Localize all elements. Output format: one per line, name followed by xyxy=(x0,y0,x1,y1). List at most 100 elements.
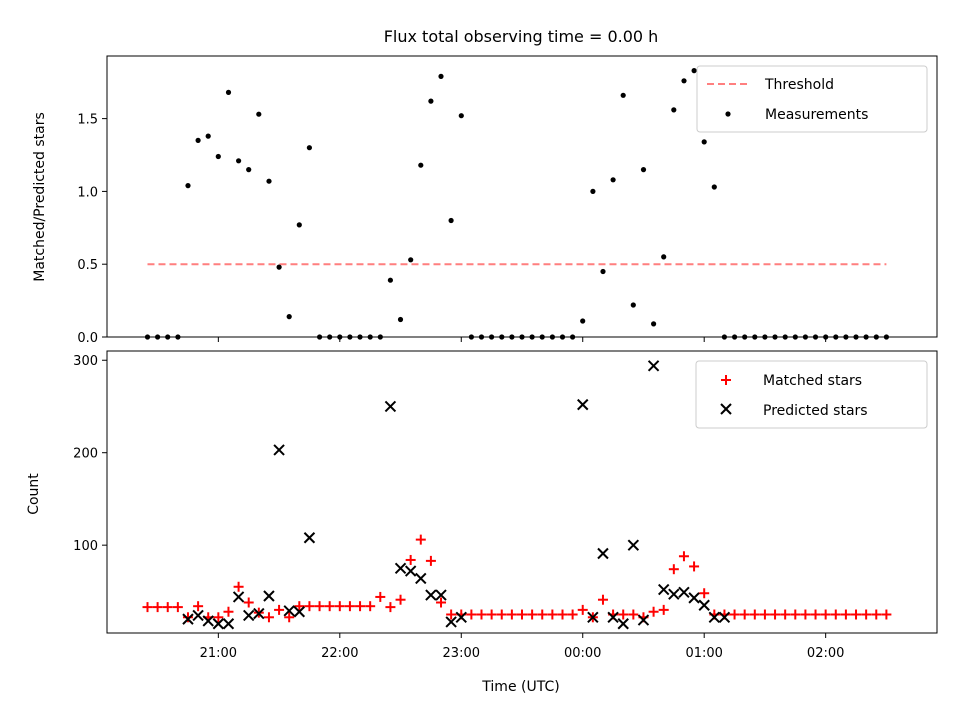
predicted-point xyxy=(293,606,306,618)
measurement-point xyxy=(661,254,667,260)
measurement-point xyxy=(701,139,707,145)
predicted-point xyxy=(404,565,417,577)
matched-point xyxy=(567,609,578,620)
predicted-point xyxy=(273,444,285,456)
matched-point xyxy=(405,554,416,565)
measurement-point xyxy=(286,314,292,320)
measurement-point xyxy=(671,107,677,113)
x-axis-ticks xyxy=(217,337,827,342)
measurement-point xyxy=(438,73,444,79)
matched-point xyxy=(436,597,447,608)
predicted-point xyxy=(202,615,214,627)
matched-point xyxy=(486,609,497,620)
matched-point xyxy=(658,604,669,615)
measurement-point xyxy=(397,316,404,323)
matched-point xyxy=(749,609,760,620)
matched-point xyxy=(537,609,548,620)
predicted-point xyxy=(212,618,225,630)
predicted-point xyxy=(637,614,650,626)
matched-point xyxy=(314,601,325,612)
matched-point xyxy=(274,604,285,615)
y-tick-label: 0.0 xyxy=(77,331,98,346)
predicted-point xyxy=(617,618,629,630)
legend-measurements-label: Measurements xyxy=(765,107,868,123)
measurement-point xyxy=(225,89,232,95)
legend-predicted-swatch xyxy=(720,403,732,415)
measurement-point xyxy=(610,177,616,183)
predicted-point xyxy=(222,618,235,630)
matched-point xyxy=(223,606,234,617)
matched-point xyxy=(557,609,568,620)
matched-point xyxy=(820,609,831,620)
predicted-point xyxy=(678,586,690,599)
measurement-point xyxy=(711,184,717,190)
measurement-point xyxy=(246,167,252,173)
measurement-point xyxy=(600,268,606,275)
measurement-point xyxy=(256,111,262,117)
matched-point xyxy=(547,609,558,620)
matched-point xyxy=(699,588,710,599)
measurement-point xyxy=(651,321,657,327)
matched-point xyxy=(739,609,750,620)
y-tick-label: 1.5 xyxy=(77,113,98,128)
matched-point xyxy=(597,594,608,605)
legend: Threshold Measurements xyxy=(696,65,928,133)
measurement-point xyxy=(195,137,201,143)
count-panel: 100 200 300 21:00 22:00 23:00 00:00 01:00 02:00… xyxy=(26,350,938,695)
predicted-point xyxy=(425,589,437,601)
predicted-point xyxy=(303,532,316,544)
measurement-point xyxy=(418,162,424,168)
measurement-point xyxy=(580,318,586,324)
matched-point xyxy=(375,591,386,602)
predicted-point xyxy=(708,611,721,623)
predicted-point xyxy=(607,611,619,623)
y-axis-ticks: 100 200 300 xyxy=(73,354,107,554)
measurement-point xyxy=(691,68,697,74)
matched-point xyxy=(527,609,538,620)
matched-point xyxy=(759,609,770,620)
matched-point xyxy=(678,551,689,562)
measurement-point xyxy=(428,98,434,104)
legend-matched-swatch xyxy=(721,375,731,385)
matched-point xyxy=(294,601,305,612)
y-tick-label: 100 xyxy=(73,539,98,554)
matched-point xyxy=(851,609,862,620)
measurement-point xyxy=(620,92,626,98)
matched-point xyxy=(476,609,487,620)
measurement-point xyxy=(236,158,242,164)
matched-point xyxy=(193,601,204,612)
y-tick-label: 300 xyxy=(73,354,98,369)
matched-point xyxy=(466,609,477,620)
matched-point xyxy=(800,609,811,620)
x-axis-ticks: 21:00 22:00 23:00 00:00 01:00 02:00 xyxy=(200,633,844,661)
predicted-point xyxy=(435,589,447,601)
matched-point xyxy=(770,609,781,620)
legend-measurements-swatch xyxy=(725,111,731,117)
measurement-point xyxy=(306,145,312,151)
matched-point xyxy=(780,609,791,620)
matched-point xyxy=(446,609,457,620)
matched-point xyxy=(577,604,588,615)
matched-point xyxy=(830,609,841,620)
predicted-point xyxy=(688,592,700,604)
measurement-point xyxy=(296,222,302,228)
matched-point xyxy=(162,602,173,613)
legend-predicted-label: Predicted stars xyxy=(763,403,868,419)
matched-point xyxy=(840,609,851,620)
predicted-point xyxy=(232,591,245,603)
x-tick-label: 01:00 xyxy=(685,646,722,661)
measurement-point xyxy=(458,113,464,119)
matched-point xyxy=(415,534,426,545)
measurement-point xyxy=(630,302,636,308)
predicted-point xyxy=(394,562,407,574)
matched-point xyxy=(395,594,406,605)
matched-point xyxy=(506,609,517,620)
predicted-point xyxy=(263,590,275,602)
x-axis-label: Time (UTC) xyxy=(481,679,559,695)
predicted-point xyxy=(647,360,660,372)
measurement-point xyxy=(448,217,454,224)
predicted-point xyxy=(718,611,731,623)
predicted-point xyxy=(597,547,609,560)
predicted-point xyxy=(577,398,589,411)
